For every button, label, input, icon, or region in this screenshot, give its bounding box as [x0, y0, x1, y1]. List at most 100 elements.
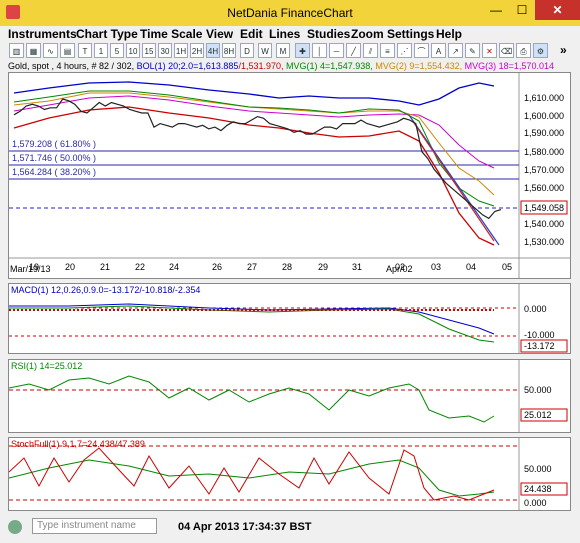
legend-bol-low: /1,531.970, [238, 61, 284, 71]
timescale-tick-button[interactable]: T [78, 43, 92, 58]
instrument-search-input[interactable]: Type instrument name [32, 518, 157, 534]
horizontal-line-icon[interactable]: ─ [329, 43, 344, 58]
stoch-current-label: 24.438 [524, 484, 552, 494]
fib-label-618: 1,579.208 ( 61.80% ) [12, 139, 96, 149]
arrow-tool-icon[interactable]: ↗ [448, 43, 463, 58]
legend-bol: BOL(1) 20;2.0=1,613.885 [136, 61, 239, 71]
fibonacci-icon[interactable]: ≡ [380, 43, 395, 58]
menu-studies[interactable]: Studies [307, 27, 351, 41]
price-axis-label: 1,610.000 [524, 93, 564, 103]
app-icon [6, 5, 20, 19]
date-label: 03 [431, 262, 441, 272]
macd-current-label: -13.172 [524, 341, 555, 351]
toolbar: ▥ ▦ ∿ ▤ T 1 5 10 15 30 1H 2H 4H 8H D W M… [0, 42, 580, 60]
date-label: 26 [212, 262, 222, 272]
date-label: 05 [502, 262, 512, 272]
date-label: 27 [247, 262, 257, 272]
print-icon[interactable]: ⎙ [516, 43, 531, 58]
connection-status-icon [8, 520, 22, 534]
menu-help[interactable]: Help [436, 27, 463, 41]
status-time: 04 Apr 2013 17:34:37 BST [178, 521, 312, 533]
legend-instrument: Gold, spot , 4 hours, # 82 / 302, [8, 61, 135, 71]
date-sub-right: Apr/02 [386, 264, 413, 274]
macd-panel[interactable]: MACD(1) 12,0.26,0.9.0=-13.172/-10.818/-2… [8, 283, 571, 354]
price-axis-label: 1,590.000 [524, 128, 564, 138]
stoch-axis-label: 50.000 [524, 464, 552, 474]
delete-all-icon[interactable]: ⌫ [499, 43, 514, 58]
price-bars [13, 98, 502, 220]
timescale-weekly-button[interactable]: W [258, 43, 272, 58]
area-chart-icon[interactable]: ▤ [60, 43, 75, 58]
price-axis-label: 1,570.000 [524, 165, 564, 175]
stoch-chart[interactable]: 50.000 0.000 24.438 [8, 438, 570, 510]
crosshair-icon[interactable]: ✚ [295, 43, 310, 58]
main-legend: Gold, spot , 4 hours, # 82 / 302, BOL(1)… [8, 61, 554, 71]
settings-icon[interactable]: ⚙ [533, 43, 548, 58]
date-label: 24 [169, 262, 179, 272]
candle-chart-icon[interactable]: ▦ [26, 43, 41, 58]
stoch-legend: StochFull(1) 9,1,7=24.438/47.389 [11, 439, 145, 449]
date-label: 21 [100, 262, 110, 272]
menu-zoom[interactable]: Zoom [351, 27, 384, 41]
price-chart[interactable]: 1,579.208 ( 61.80% ) 1,571.746 ( 50.00% … [9, 73, 570, 278]
price-axis-label: 1,600.000 [524, 111, 564, 121]
rsi-panel[interactable]: RSI(1) 14=25.012 50.000 25.012 [8, 359, 571, 433]
window-title: NetDania FinanceChart [227, 6, 353, 20]
timescale-1h-button[interactable]: 1H [174, 43, 188, 58]
toolbar-more-icon[interactable]: » [560, 43, 567, 57]
timescale-30m-button[interactable]: 30 [158, 43, 172, 58]
date-label: 28 [282, 262, 292, 272]
date-label: 31 [352, 262, 362, 272]
text-tool-icon[interactable]: A [431, 43, 446, 58]
timescale-daily-button[interactable]: D [240, 43, 254, 58]
title-bar: NetDania FinanceChart — ☐ ✕ [0, 0, 580, 26]
menu-instruments[interactable]: Instruments [8, 27, 77, 41]
fib-label-382: 1,564.284 ( 38.20% ) [12, 167, 96, 177]
macd-chart[interactable]: 0.000 -10.000 -13.172 [9, 284, 570, 353]
fib-label-500: 1,571.746 ( 50.00% ) [12, 153, 96, 163]
date-label: 04 [466, 262, 476, 272]
pencil-icon[interactable]: ✎ [465, 43, 480, 58]
arc-icon[interactable]: ⌒ [414, 43, 429, 58]
menu-edit[interactable]: Edit [240, 27, 263, 41]
trendline-icon[interactable]: ╱ [346, 43, 361, 58]
price-chart-panel[interactable]: 1,579.208 ( 61.80% ) 1,571.746 ( 50.00% … [8, 72, 571, 279]
timescale-4h-button[interactable]: 4H [206, 43, 220, 58]
close-button[interactable]: ✕ [535, 0, 580, 20]
stoch-panel[interactable]: StochFull(1) 9,1,7=24.438/47.389 50.000 … [8, 437, 571, 511]
rsi-legend: RSI(1) 14=25.012 [11, 361, 83, 371]
date-label: 22 [135, 262, 145, 272]
stoch-axis-label: 0.000 [524, 498, 547, 508]
fan-icon[interactable]: ⋰ [397, 43, 412, 58]
timescale-1m-button[interactable]: 1 [94, 43, 108, 58]
menu-time-scale[interactable]: Time Scale [140, 27, 203, 41]
bar-chart-icon[interactable]: ▥ [9, 43, 24, 58]
timescale-2h-button[interactable]: 2H [190, 43, 204, 58]
minimize-button[interactable]: — [490, 3, 502, 17]
rsi-current-label: 25.012 [524, 410, 552, 420]
macd-axis-label: 0.000 [524, 304, 547, 314]
menu-bar: Instruments Chart Type Time Scale View E… [0, 26, 580, 42]
maximize-button[interactable]: ☐ [516, 3, 528, 17]
legend-mvg3: MVG(3) 18=1,570.014 [464, 61, 554, 71]
menu-lines[interactable]: Lines [269, 27, 301, 41]
date-label: 02 [395, 262, 405, 272]
date-label: 29 [318, 262, 328, 272]
channel-icon[interactable]: ⫽ [363, 43, 378, 58]
date-sub-left: Mar/19/13 [10, 264, 51, 274]
timescale-10m-button[interactable]: 10 [126, 43, 140, 58]
timescale-monthly-button[interactable]: M [276, 43, 290, 58]
menu-view[interactable]: View [206, 27, 234, 41]
rsi-chart[interactable]: 50.000 25.012 [8, 360, 570, 432]
timescale-8h-button[interactable]: 8H [222, 43, 236, 58]
delete-icon[interactable]: ✕ [482, 43, 497, 58]
price-axis-label: 1,580.000 [524, 147, 564, 157]
timescale-15m-button[interactable]: 15 [142, 43, 156, 58]
vertical-line-icon[interactable]: │ [312, 43, 327, 58]
rsi-axis-label: 50.000 [524, 385, 552, 395]
line-chart-icon[interactable]: ∿ [43, 43, 58, 58]
menu-chart-type[interactable]: Chart Type [76, 27, 138, 41]
price-axis-label: 1,540.000 [524, 219, 564, 229]
menu-settings[interactable]: Settings [387, 27, 435, 41]
timescale-5m-button[interactable]: 5 [110, 43, 124, 58]
